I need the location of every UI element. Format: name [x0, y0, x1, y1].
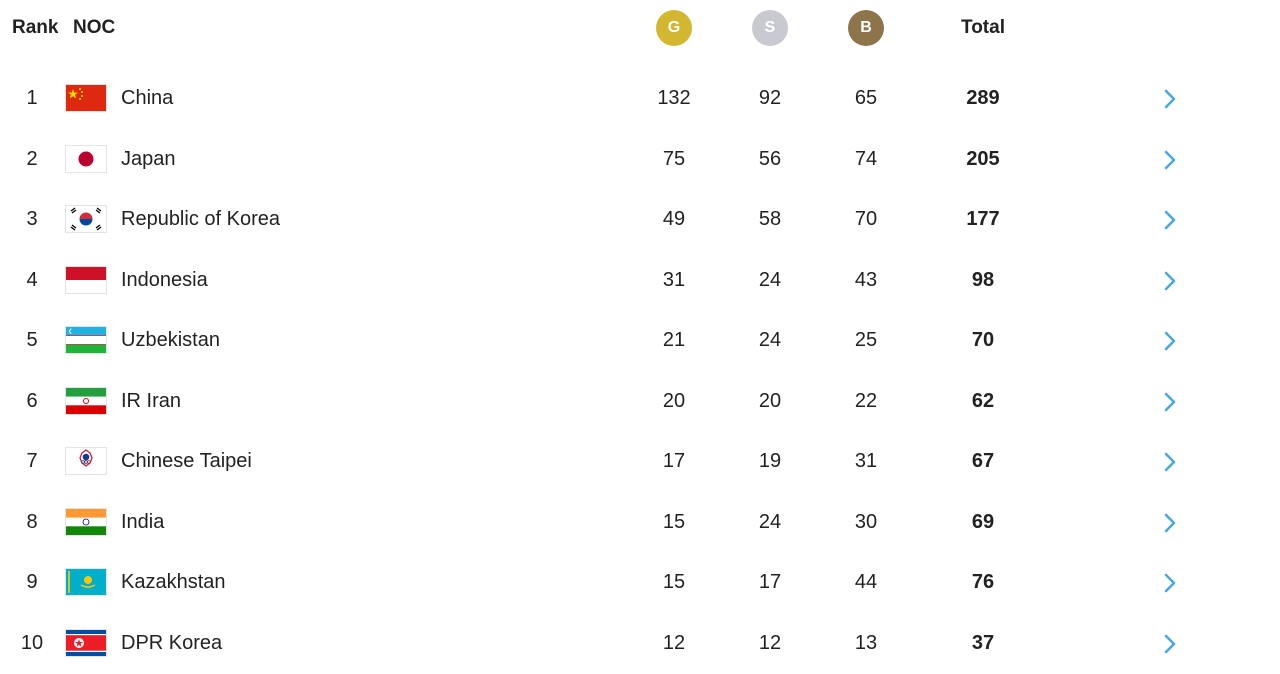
chevron-right-icon[interactable] [1158, 269, 1182, 293]
country-name: Uzbekistan [121, 329, 220, 351]
bronze-count: 31 [854, 450, 878, 472]
chevron-right-icon[interactable] [1158, 390, 1182, 414]
chevron-right-icon[interactable] [1158, 329, 1182, 353]
chevron-right-icon[interactable] [1158, 632, 1182, 656]
gold-count: 12 [662, 632, 686, 654]
bronze-count: 44 [854, 571, 878, 593]
gold-count: 75 [662, 148, 686, 170]
rank-cell: 2 [26, 148, 38, 170]
table-row[interactable]: 8 India 15 24 30 69 [0, 493, 1280, 553]
chevron-right-icon[interactable] [1158, 87, 1182, 111]
bronze-count: 43 [854, 269, 878, 291]
silver-count: 58 [758, 208, 782, 230]
silver-count: 24 [758, 329, 782, 351]
rank-cell: 7 [26, 450, 38, 472]
country-name: Chinese Taipei [121, 450, 252, 472]
silver-count: 56 [758, 148, 782, 170]
total-count: 205 [966, 148, 1000, 170]
silver-count: 17 [758, 571, 782, 593]
chinese-taipei-flag-icon [66, 448, 106, 474]
table-row[interactable]: 3 Republic of Korea 49 58 70 177 [0, 190, 1280, 250]
silver-count: 24 [758, 511, 782, 533]
table-row[interactable]: 4 Indonesia 31 24 43 98 [0, 251, 1280, 311]
japan-flag-icon [66, 146, 106, 172]
china-flag-icon [66, 85, 106, 111]
rank-cell: 5 [26, 329, 38, 351]
uzbekistan-flag-icon [66, 327, 106, 353]
gold-count: 17 [662, 450, 686, 472]
table-row[interactable]: 6 IR Iran 20 20 22 62 [0, 372, 1280, 432]
bronze-count: 30 [854, 511, 878, 533]
chevron-right-icon[interactable] [1158, 208, 1182, 232]
total-count: 62 [971, 390, 995, 412]
silver-count: 19 [758, 450, 782, 472]
table-row[interactable]: 9 Kazakhstan 15 17 44 76 [0, 553, 1280, 613]
total-count: 37 [971, 632, 995, 654]
gold-count: 31 [662, 269, 686, 291]
total-count: 69 [971, 511, 995, 533]
rank-cell: 6 [26, 390, 38, 412]
india-flag-icon [66, 509, 106, 535]
indonesia-flag-icon [66, 267, 106, 293]
rank-cell: 9 [26, 571, 38, 593]
chevron-right-icon[interactable] [1158, 148, 1182, 172]
dpr-korea-flag-icon [66, 630, 106, 656]
gold-count: 15 [662, 571, 686, 593]
country-name: Kazakhstan [121, 571, 226, 593]
bronze-count: 22 [854, 390, 878, 412]
country-name: Indonesia [121, 269, 208, 291]
bronze-count: 25 [854, 329, 878, 351]
rank-cell: 3 [26, 208, 38, 230]
chevron-right-icon[interactable] [1158, 571, 1182, 595]
table-header: Rank NOC G S B Total [0, 0, 1280, 58]
gold-count: 21 [662, 329, 686, 351]
gold-medal-icon: G [656, 10, 692, 46]
table-row[interactable]: 7 Chinese Taipei 17 19 31 67 [0, 432, 1280, 492]
total-count: 76 [971, 571, 995, 593]
chevron-right-icon[interactable] [1158, 450, 1182, 474]
rank-cell: 1 [26, 87, 38, 109]
table-row[interactable]: 10 DPR Korea 12 12 13 37 [0, 614, 1280, 674]
bronze-count: 65 [854, 87, 878, 109]
country-name: Japan [121, 148, 176, 170]
rank-cell: 4 [26, 269, 38, 291]
silver-count: 12 [758, 632, 782, 654]
noc-column-header: NOC [73, 17, 116, 38]
rank-cell: 10 [20, 632, 44, 654]
kazakhstan-flag-icon [66, 569, 106, 595]
total-count: 177 [966, 208, 1000, 230]
korea-flag-icon [66, 206, 106, 232]
total-count: 70 [971, 329, 995, 351]
country-name: China [121, 87, 174, 109]
bronze-count: 74 [854, 148, 878, 170]
table-row[interactable]: 1 China 132 92 65 289 [0, 69, 1280, 129]
silver-medal-icon: S [752, 10, 788, 46]
rank-column-header: Rank [12, 17, 59, 38]
table-row[interactable]: 5 Uzbekistan 21 24 25 70 [0, 311, 1280, 371]
chevron-right-icon[interactable] [1158, 511, 1182, 535]
bronze-medal-icon: B [848, 10, 884, 46]
total-column-header: Total [961, 17, 1005, 38]
gold-count: 15 [662, 511, 686, 533]
country-name: India [121, 511, 165, 533]
gold-count: 132 [657, 87, 691, 109]
rank-cell: 8 [26, 511, 38, 533]
total-count: 67 [971, 450, 995, 472]
total-count: 98 [971, 269, 995, 291]
bronze-count: 13 [854, 632, 878, 654]
iran-flag-icon [66, 388, 106, 414]
country-name: IR Iran [121, 390, 182, 412]
silver-count: 20 [758, 390, 782, 412]
bronze-count: 70 [854, 208, 878, 230]
gold-count: 20 [662, 390, 686, 412]
silver-count: 24 [758, 269, 782, 291]
total-count: 289 [966, 87, 1000, 109]
table-row[interactable]: 2 Japan 75 56 74 205 [0, 130, 1280, 190]
silver-count: 92 [758, 87, 782, 109]
country-name: DPR Korea [121, 632, 223, 654]
gold-count: 49 [662, 208, 686, 230]
country-name: Republic of Korea [121, 208, 280, 230]
